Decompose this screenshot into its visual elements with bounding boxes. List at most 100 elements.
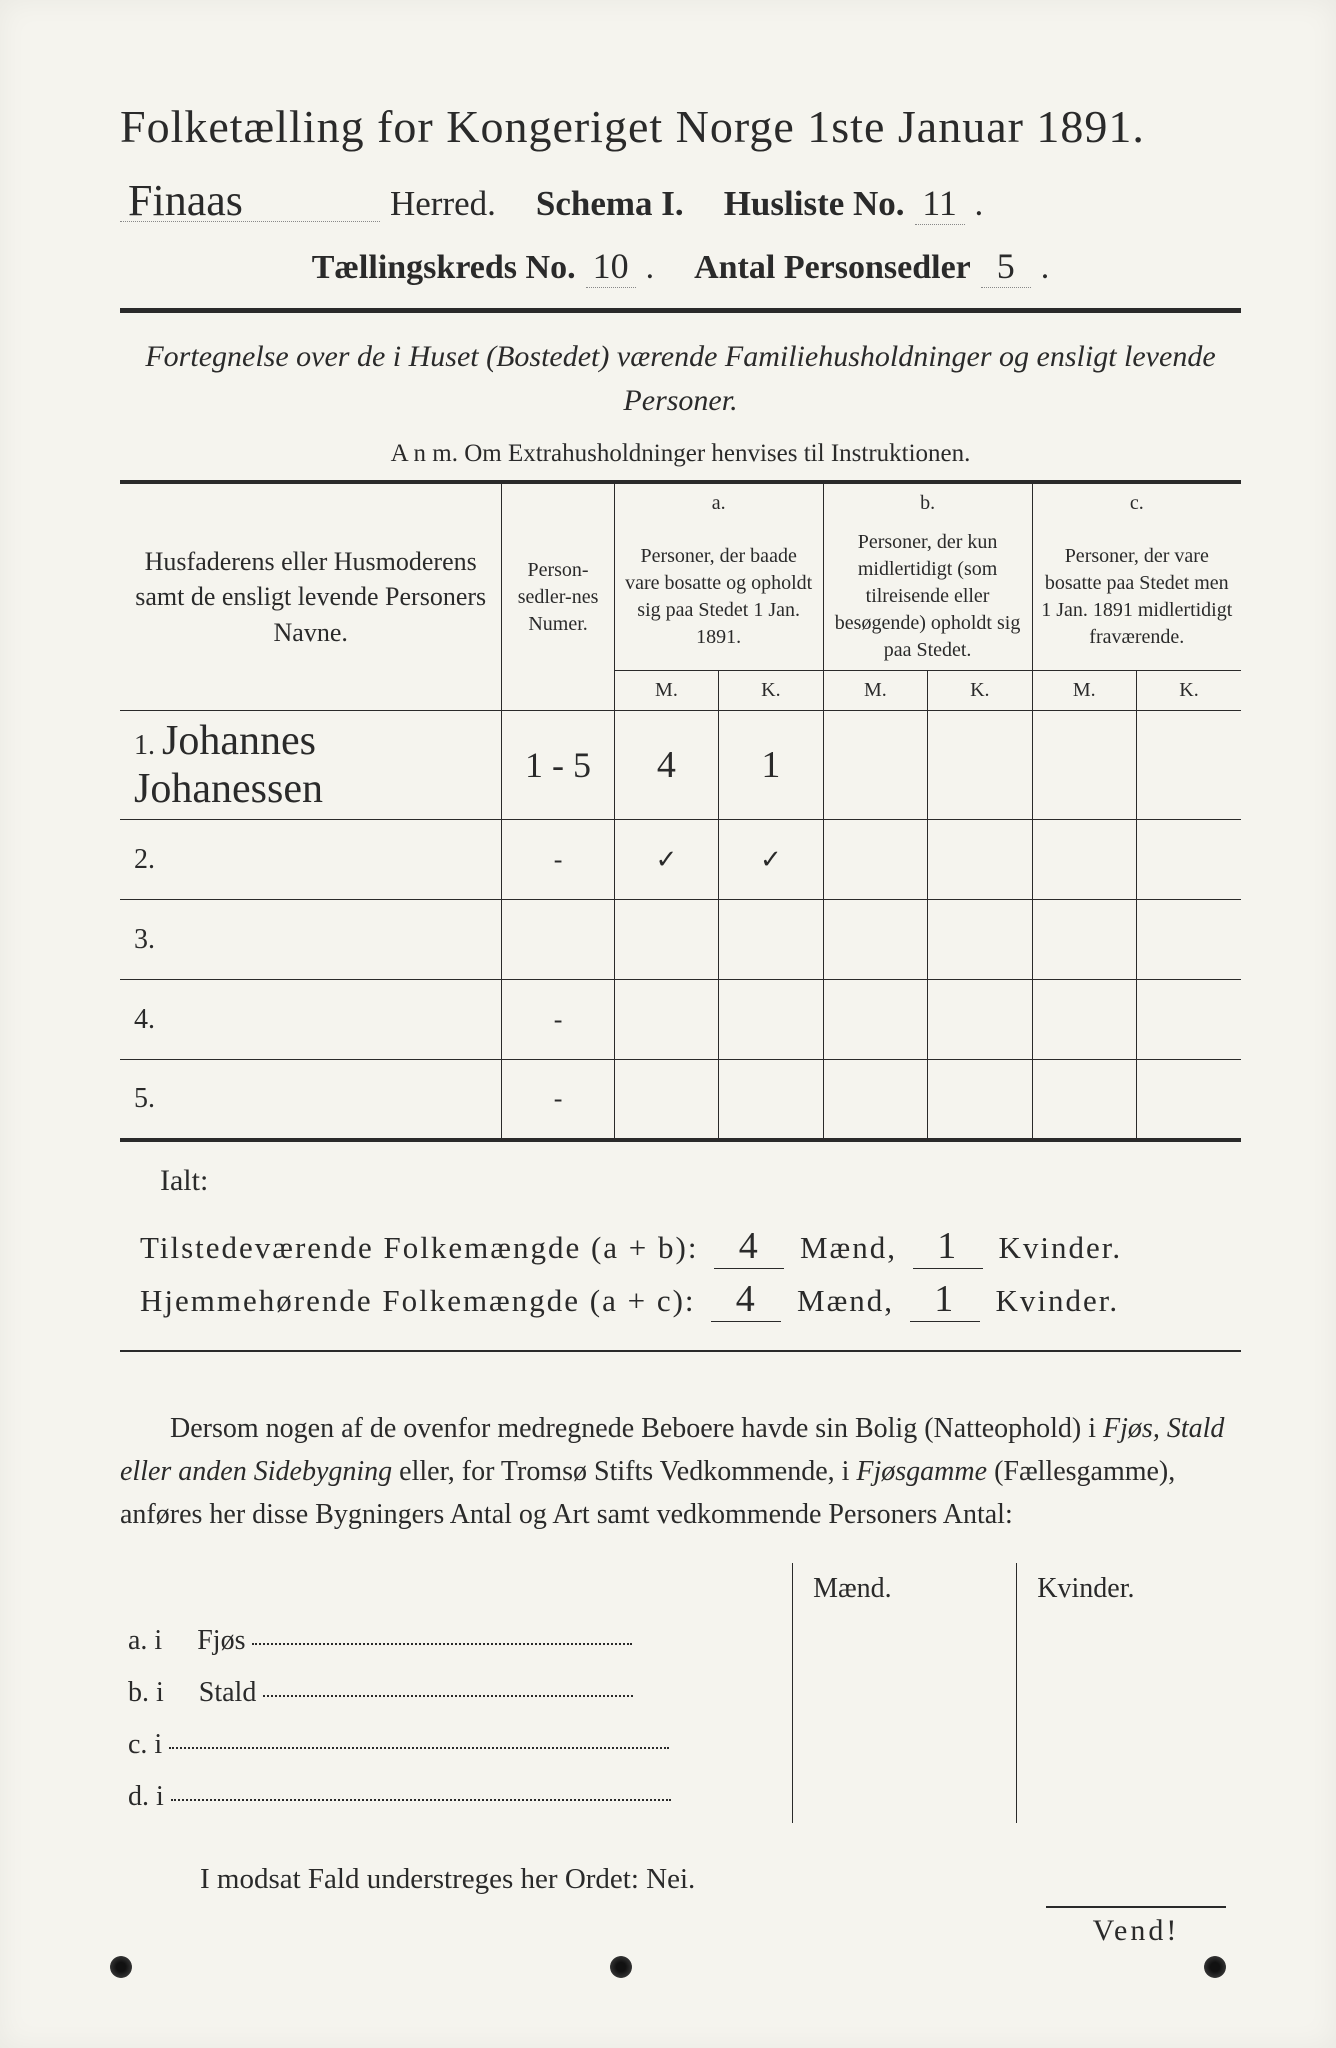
cell-b-k [928, 711, 1032, 820]
totals-2-label: Hjemmehørende Folkemængde (a + c): [140, 1283, 696, 1318]
cell-c-m [1032, 820, 1136, 900]
cell-b-m [823, 711, 927, 820]
pin-icon [610, 1956, 632, 1978]
row-num: 3. [134, 924, 155, 955]
cell-b-m [823, 900, 927, 980]
cell-b-k [928, 820, 1032, 900]
table-row: 3. [120, 900, 1241, 980]
row-name: Johannes Johanessen [134, 718, 323, 812]
cell-a-k: ✓ [719, 820, 823, 900]
row-num: 1. [134, 730, 155, 761]
col-a-k: K. [719, 671, 823, 711]
herred-label: Herred. [390, 184, 496, 224]
btable-maend-header: Mænd. [793, 1563, 1017, 1615]
row-num: 2. [134, 844, 155, 875]
col-c-m: M. [1032, 671, 1136, 711]
btable-letter: b. i [128, 1677, 164, 1708]
table-row: 5. - [120, 1060, 1241, 1140]
cell-a-m [614, 1060, 718, 1140]
totals-2-m: 4 [711, 1277, 781, 1322]
para-t2: eller, for Tromsø Stifts Vedkommende, i [392, 1456, 856, 1487]
census-form-page: Folketælling for Kongeriget Norge 1ste J… [0, 0, 1336, 2048]
col-a-m: M. [614, 671, 718, 711]
kreds-value: 10 [586, 245, 636, 288]
maend-label: Mænd, [797, 1283, 894, 1318]
row-pnum: - [502, 980, 614, 1060]
btable-row: a. i Fjøs [120, 1615, 1241, 1667]
totals-1-m: 4 [714, 1224, 784, 1269]
col-num-header: Person-sedler-nes Numer. [502, 482, 614, 711]
cell-b-k [928, 1060, 1032, 1140]
cell-b-m [823, 1060, 927, 1140]
rule-1 [120, 308, 1241, 313]
totals-1-label: Tilstedeværende Folkemængde (a + b): [140, 1230, 698, 1265]
col-b-top: b. [823, 482, 1032, 523]
row-num: 5. [134, 1083, 155, 1114]
maend-label: Mænd, [800, 1230, 897, 1265]
totals-2-k: 1 [910, 1277, 980, 1322]
cell-c-m [1032, 980, 1136, 1060]
totals-1-k: 1 [913, 1224, 983, 1269]
btable-letter: a. i [128, 1625, 162, 1656]
cell-a-k [719, 1060, 823, 1140]
rule-2 [120, 1350, 1241, 1352]
cell-b-k [928, 900, 1032, 980]
row-pnum: - [502, 1060, 614, 1140]
btable-row: c. i [120, 1719, 1241, 1771]
personsedler-dot: . [1041, 249, 1050, 287]
schema-label: Schema I. [536, 184, 684, 224]
kvinder-label: Kvinder. [996, 1283, 1120, 1318]
btable-place: Fjøs [197, 1625, 245, 1656]
btable-place: Stald [199, 1677, 257, 1708]
personsedler-value: 5 [981, 245, 1031, 288]
btable-letter: d. i [128, 1781, 164, 1812]
household-table: Husfaderens eller Husmoderens samt de en… [120, 480, 1241, 1142]
kreds-dot: . [646, 249, 655, 287]
cell-c-k [1136, 980, 1241, 1060]
subtitle: Fortegnelse over de i Huset (Bostedet) v… [120, 335, 1241, 422]
cell-c-k [1136, 1060, 1241, 1140]
ialt-label: Ialt: [160, 1164, 1241, 1198]
building-table: Mænd. Kvinder. a. i Fjøs b. i Stald c. i… [120, 1563, 1241, 1823]
pin-icon [1204, 1956, 1226, 1978]
col-b-header: Personer, der kun midlertidigt (som tilr… [823, 523, 1032, 671]
row-pnum: 1 - 5 [502, 711, 614, 820]
table-body: 1. Johannes Johanessen 1 - 5 4 1 2. - ✓ … [120, 711, 1241, 1140]
cell-c-k [1136, 900, 1241, 980]
col-c-k: K. [1136, 671, 1241, 711]
cell-a-k [719, 900, 823, 980]
col-a-top: a. [614, 482, 823, 523]
para-i2: Fjøsgamme [856, 1456, 987, 1487]
kreds-label: Tællingskreds No. [312, 249, 576, 287]
btable-row: b. i Stald [120, 1667, 1241, 1719]
cell-a-m [614, 980, 718, 1060]
row-pnum: - [502, 820, 614, 900]
btable-row: d. i [120, 1771, 1241, 1823]
cell-a-m: ✓ [614, 820, 718, 900]
cell-c-m [1032, 711, 1136, 820]
cell-b-m [823, 820, 927, 900]
cell-a-k [719, 980, 823, 1060]
cell-a-k: 1 [719, 711, 823, 820]
anm-note: A n m. Om Extrahusholdninger henvises ti… [120, 440, 1241, 468]
cell-a-m: 4 [614, 711, 718, 820]
col-a-header: Personer, der baade vare bosatte og opho… [614, 523, 823, 671]
table-row: 4. - [120, 980, 1241, 1060]
cell-c-k [1136, 820, 1241, 900]
vend-label: Vend! [1046, 1906, 1226, 1948]
footer-line: I modsat Fald understreges her Ordet: Ne… [120, 1863, 1241, 1896]
header-row-1: Finaas Herred. Schema I. Husliste No. 11… [120, 181, 1241, 225]
col-b-m: M. [823, 671, 927, 711]
cell-c-k [1136, 711, 1241, 820]
husliste-label: Husliste No. [724, 184, 905, 224]
dwelling-paragraph: Dersom nogen af de ovenfor medregnede Be… [120, 1407, 1241, 1537]
table-row: 1. Johannes Johanessen 1 - 5 4 1 [120, 711, 1241, 820]
personsedler-label: Antal Personsedler [694, 249, 971, 287]
herred-value: Finaas [120, 181, 380, 222]
col-c-top: c. [1032, 482, 1241, 523]
col-b-k: K. [928, 671, 1032, 711]
totals-line-2: Hjemmehørende Folkemængde (a + c): 4 Mæn… [140, 1277, 1241, 1322]
husliste-dot: . [975, 184, 984, 224]
header-row-2: Tællingskreds No. 10 . Antal Personsedle… [120, 245, 1241, 288]
cell-a-m [614, 900, 718, 980]
